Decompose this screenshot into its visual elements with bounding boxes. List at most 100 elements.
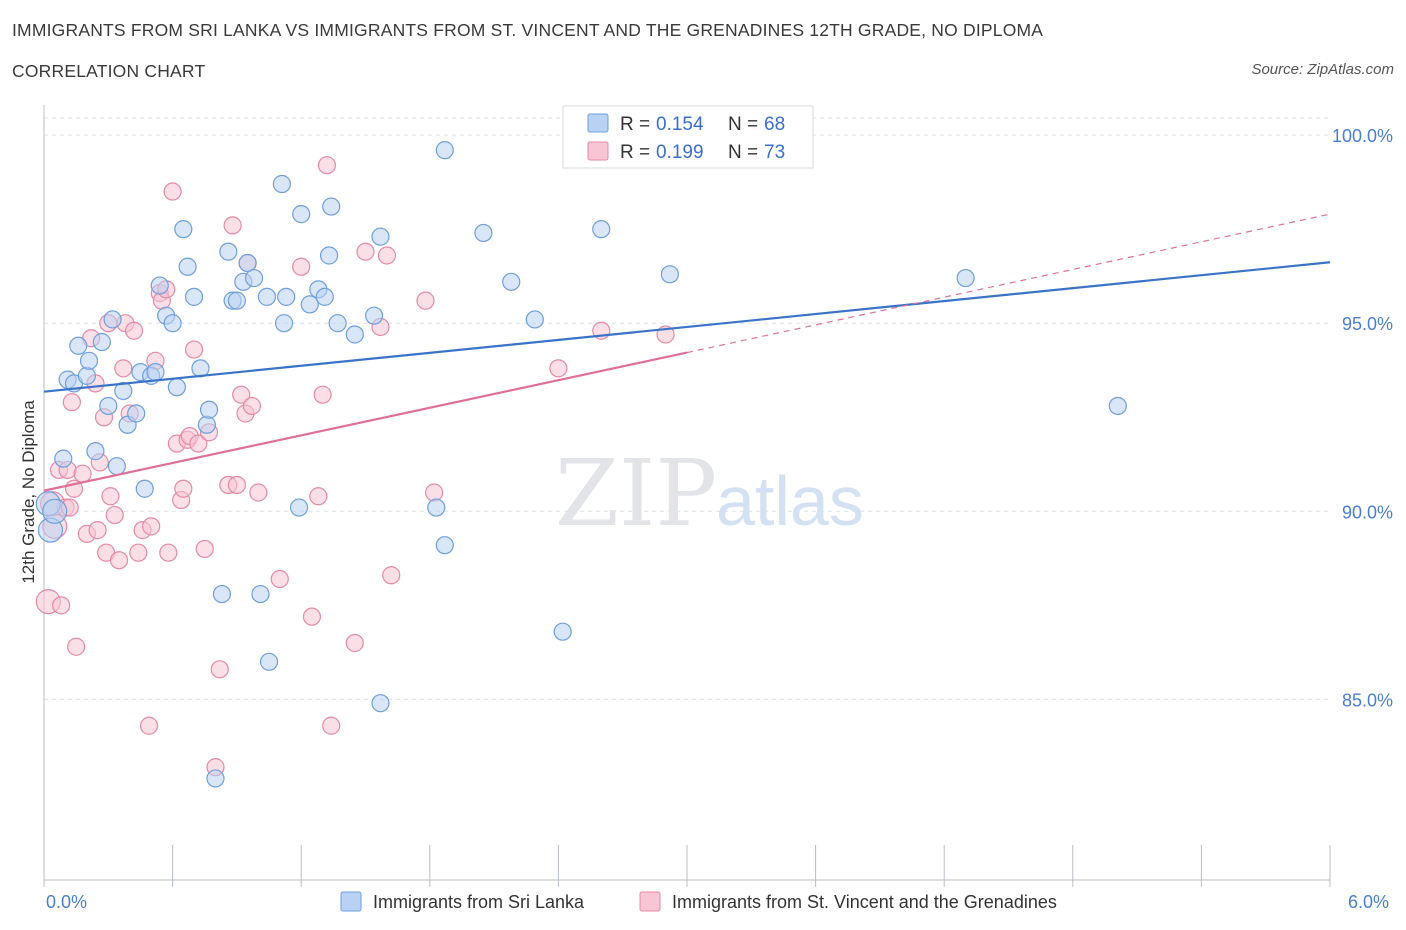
data-point — [377, 246, 397, 265]
bottom-legend-label-pink: Immigrants from St. Vincent and the Gren… — [672, 892, 1057, 912]
data-point — [197, 415, 216, 434]
trend-line-pink — [43, 351, 688, 492]
legend-r-label-1: R = — [620, 114, 650, 135]
data-point — [313, 385, 332, 404]
x-tick-label-min: 0.0% — [46, 892, 87, 912]
legend-r-label-2: R = — [620, 142, 650, 163]
data-point — [174, 220, 193, 239]
data-point — [345, 633, 364, 653]
data-point — [124, 321, 144, 340]
data-point — [88, 521, 107, 540]
data-point — [178, 257, 197, 276]
data-point — [184, 340, 204, 359]
data-point — [139, 716, 159, 735]
data-point — [101, 487, 120, 506]
data-point — [292, 257, 311, 276]
data-point — [242, 396, 262, 416]
data-point — [474, 223, 493, 243]
data-point — [73, 464, 92, 483]
data-point — [219, 242, 238, 261]
y-tick-label: 85.0% — [1342, 690, 1393, 710]
y-tick-label: 100.0% — [1332, 126, 1393, 146]
data-point — [345, 325, 364, 344]
trend-line-blue — [43, 261, 1331, 393]
legend-n-value-2: 73 — [764, 142, 785, 163]
data-point — [114, 381, 133, 401]
data-point — [302, 607, 322, 626]
data-point — [317, 156, 337, 175]
data-point — [142, 517, 161, 536]
data-point — [210, 660, 229, 679]
data-point — [103, 310, 122, 329]
chart-subtitle: CORRELATION CHART — [12, 61, 206, 81]
source-label: Source: ZipAtlas.com — [1251, 61, 1394, 78]
data-point — [300, 295, 319, 314]
data-point — [195, 539, 214, 559]
data-point — [99, 396, 118, 416]
data-point — [79, 351, 99, 370]
data-point — [322, 716, 341, 735]
data-point — [52, 596, 71, 615]
legend-r-value-1: 0.154 — [656, 114, 704, 135]
data-point — [322, 197, 341, 216]
data-point — [259, 652, 279, 671]
grid-lines — [44, 117, 1330, 700]
series-blue-points — [35, 141, 1127, 788]
data-point — [42, 498, 68, 524]
data-point — [371, 694, 390, 713]
chart-title: IMMIGRANTS FROM SRI LANKA VS IMMIGRANTS … — [12, 20, 1044, 40]
y-tick-label: 90.0% — [1342, 502, 1393, 522]
data-point — [184, 287, 204, 306]
data-point — [105, 505, 124, 525]
data-point — [77, 366, 96, 385]
data-point — [270, 569, 289, 589]
data-point — [249, 483, 268, 502]
data-point — [163, 314, 182, 333]
bottom-legend-swatch-blue — [340, 891, 362, 912]
data-point — [135, 479, 154, 498]
data-point — [163, 182, 182, 201]
data-point — [427, 498, 446, 517]
data-point — [62, 393, 81, 412]
legend-n-label-1: N = — [728, 114, 758, 135]
data-point — [244, 268, 264, 288]
data-point — [956, 268, 975, 288]
data-point — [328, 314, 347, 333]
data-point — [206, 769, 225, 788]
data-point — [424, 483, 444, 502]
data-point — [223, 216, 242, 235]
data-point — [435, 536, 454, 555]
y-tick-labels: 85.0% 90.0% 95.0% 100.0% — [1332, 126, 1393, 710]
data-point — [272, 174, 292, 194]
data-point — [1108, 396, 1127, 416]
data-point — [129, 543, 148, 562]
data-point — [174, 479, 193, 498]
data-point — [67, 637, 86, 656]
legend-n-value-1: 68 — [764, 114, 785, 135]
data-point — [502, 272, 521, 291]
data-point — [199, 400, 219, 419]
data-point — [189, 434, 208, 453]
data-point — [114, 359, 133, 378]
data-point — [660, 265, 679, 284]
data-point — [553, 622, 572, 641]
legend-swatch-pink — [587, 141, 609, 161]
data-point — [371, 227, 390, 246]
trend-line-pink-extension — [686, 213, 1331, 354]
x-tick-marks — [43, 845, 1331, 887]
data-point — [251, 584, 270, 604]
data-point — [435, 141, 454, 160]
data-point — [277, 287, 296, 306]
data-point — [274, 314, 294, 333]
data-point — [227, 475, 246, 495]
legend-swatch-blue — [587, 113, 609, 133]
data-point — [232, 385, 251, 404]
watermark-atlas: atlas — [716, 462, 864, 540]
data-point — [319, 246, 339, 265]
data-point — [356, 242, 375, 261]
data-point — [525, 310, 544, 329]
data-point — [257, 287, 277, 306]
legend-n-label-2: N = — [728, 142, 758, 163]
data-point — [549, 359, 568, 378]
